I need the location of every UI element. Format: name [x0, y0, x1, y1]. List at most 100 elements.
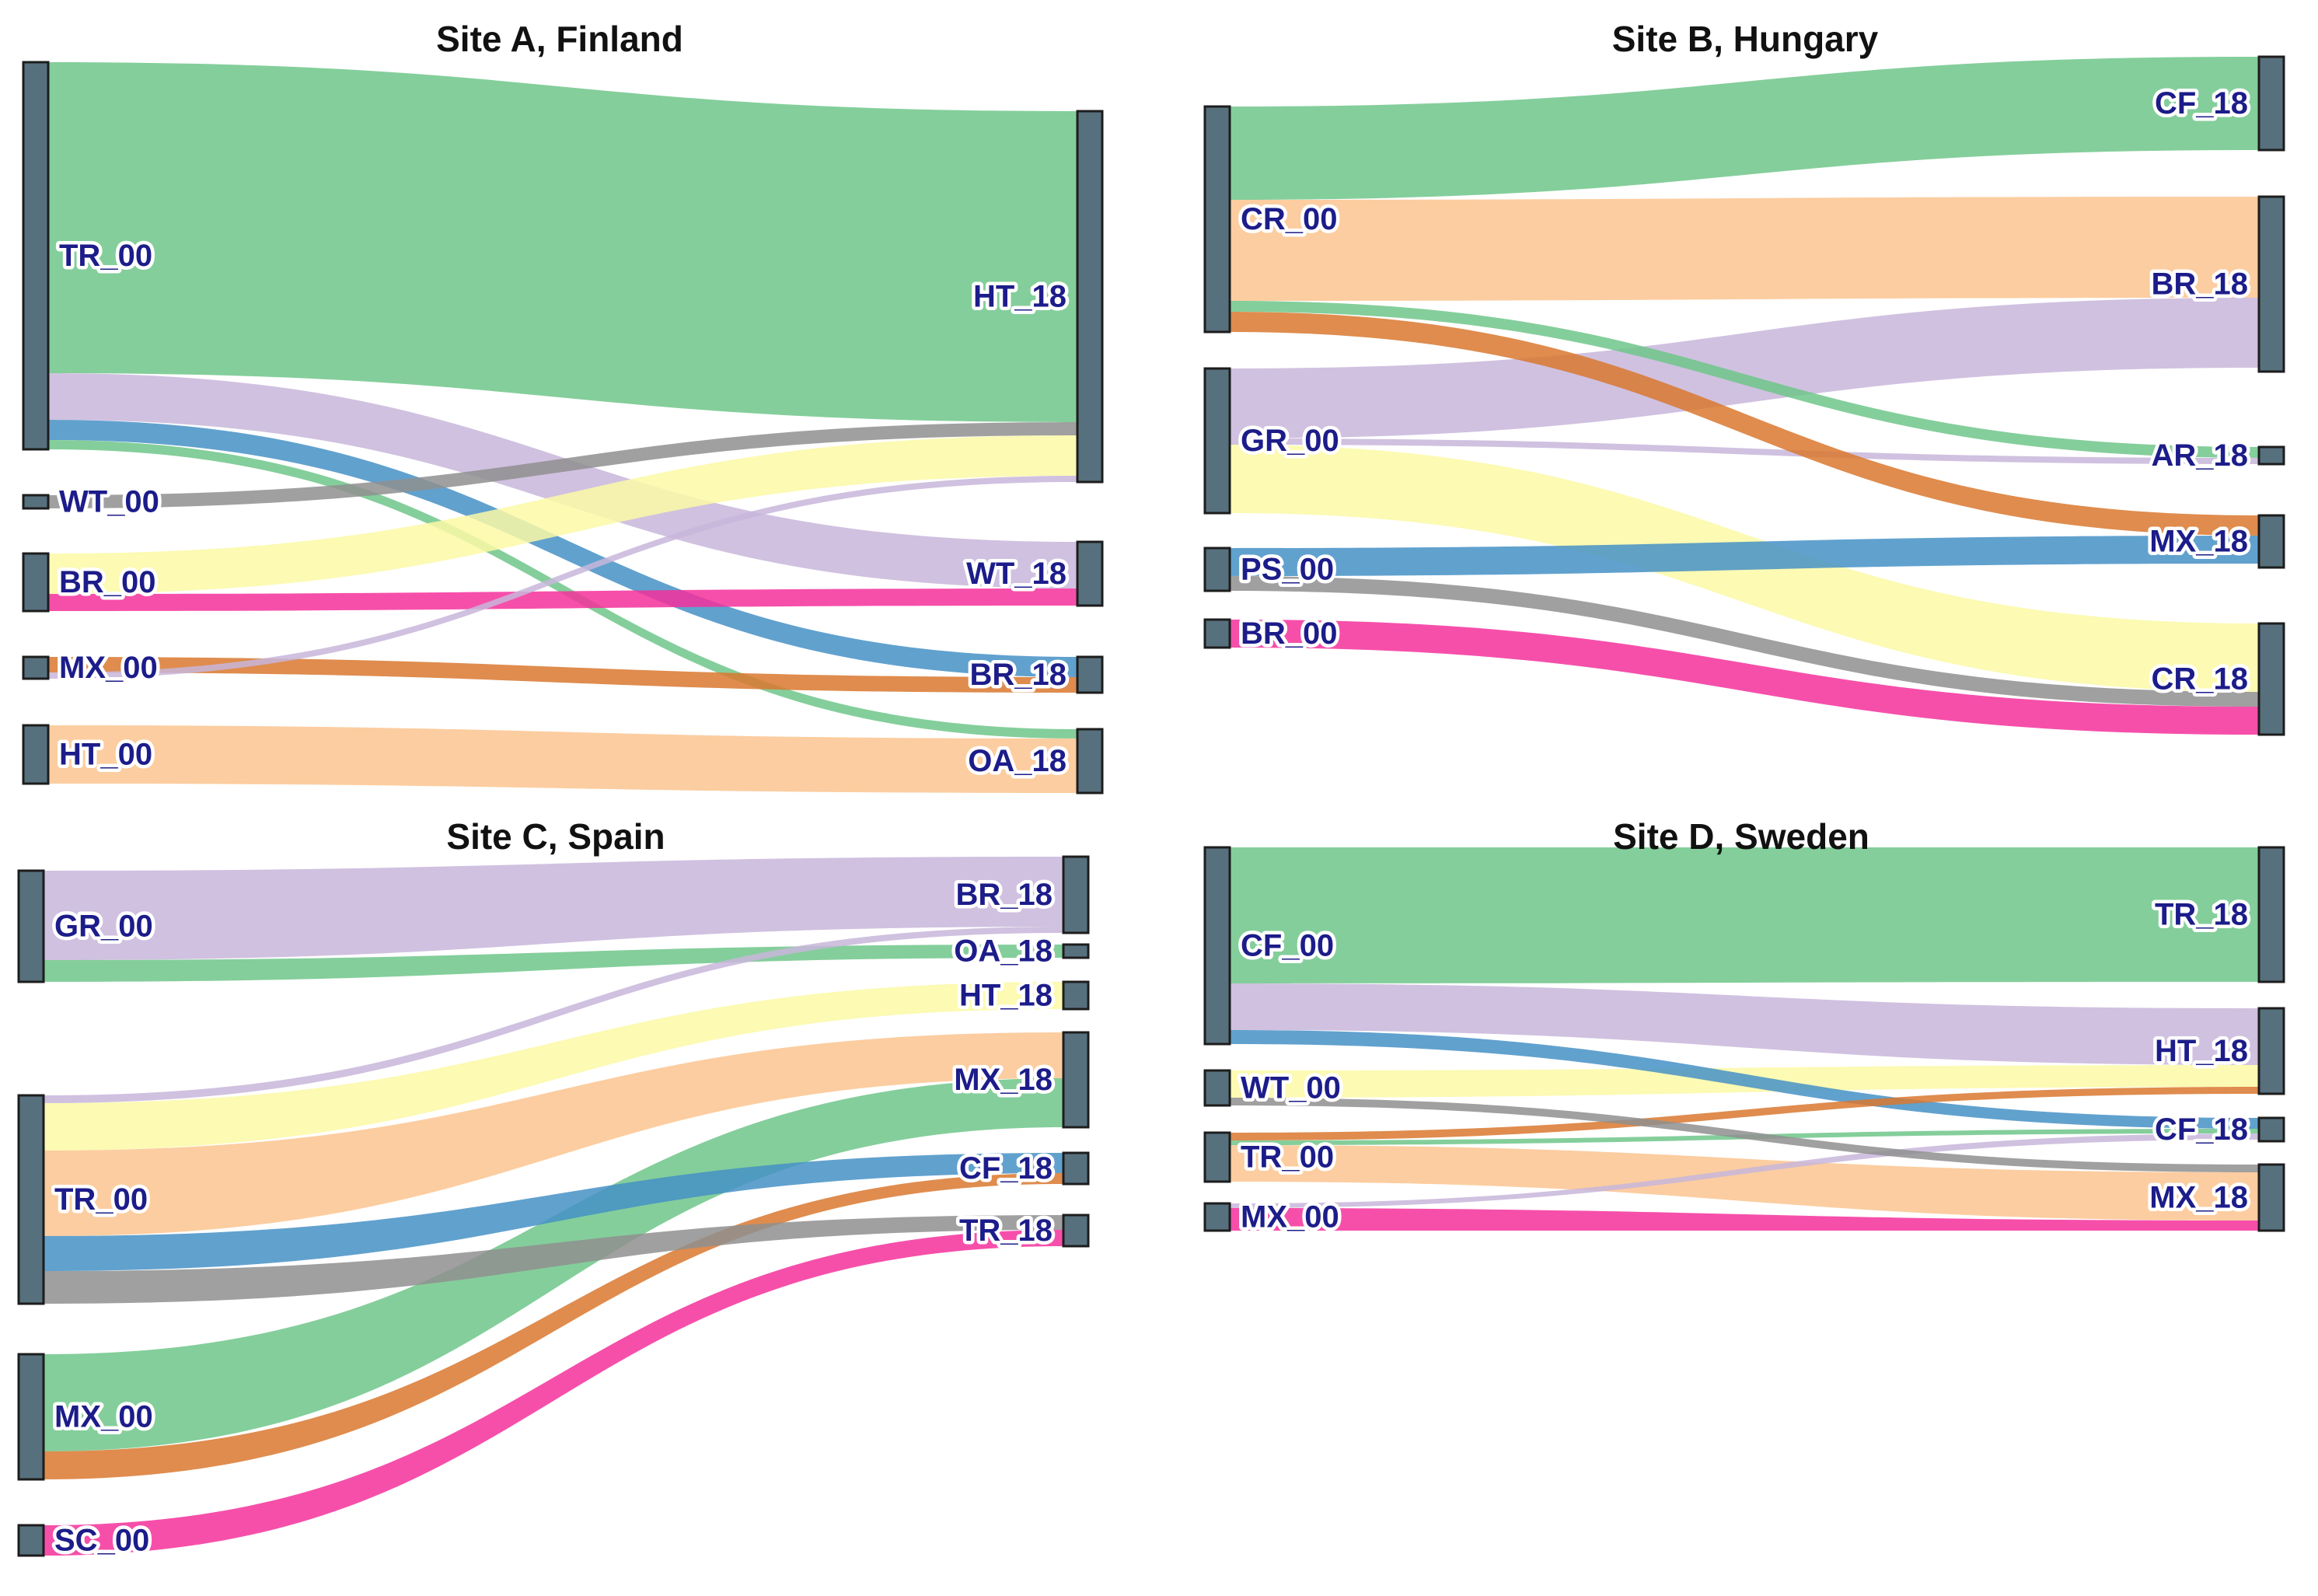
node-bar-SC_00 [17, 1524, 45, 1557]
node-bar-CF_00 [1203, 846, 1231, 1046]
node-label-CF_00: CF_00 [1241, 929, 1334, 963]
flow-ribbon-TR_00-to-MX_18 [44, 1032, 1063, 1236]
node-label-CF_18: CF_18 [959, 1151, 1053, 1186]
node-label-HT_18: HT_18 [2155, 1034, 2248, 1068]
flow-ribbon-CF_00-to-CF_18 [1230, 1030, 2259, 1129]
flow-ribbon-PS_00-to-CR_18 [1230, 576, 2259, 707]
node-label-CR_18: CR_18 [2151, 662, 2248, 697]
node-label-WT_18: WT_18 [966, 557, 1066, 591]
node-label-CR_00: CR_00 [1241, 202, 1338, 236]
panel-title-site-b: Site B, Hungary [1612, 19, 1879, 59]
node-bar-CF_18 [2257, 1116, 2285, 1143]
node-bar-GR_00 [1203, 367, 1231, 515]
flow-ribbon-TR_00-to-HT_18 [48, 62, 1077, 422]
node-bar-AR_18 [2257, 445, 2285, 466]
flow-ribbon-HT_00-to-OA_18 [48, 725, 1077, 793]
panel-site-a: TR_00 WT_00 BR_00 MX_00 HT_00 HT_18 WT_18 BR_18… [22, 19, 1104, 795]
flow-ribbon-TR_00-to-CF_18 [44, 1153, 1063, 1271]
node-bar-MX_18 [1062, 1031, 1090, 1129]
node-bar-CF_18 [1062, 1151, 1090, 1186]
node-label-HT_18: HT_18 [959, 979, 1053, 1013]
node-bar-WT_00 [1203, 1069, 1231, 1107]
node-label-GR_00: GR_00 [1241, 424, 1339, 458]
node-label-BR_18: BR_18 [955, 878, 1053, 912]
node-bar-WT_00 [22, 494, 50, 510]
node-label-MX_00: MX_00 [1241, 1200, 1339, 1235]
node-bar-CR_00 [1203, 105, 1231, 334]
flow-ribbon-WT_00-to-MX_18 [1230, 1098, 2259, 1172]
flow-ribbon-CF_00-to-HT_18 [1230, 983, 2259, 1065]
flow-ribbon-CR_00-to-CF_18 [1230, 57, 2259, 200]
flow-ribbon-CR_00-to-BR_18 [1230, 197, 2259, 301]
flow-ribbon-SC_00-to-TR_18 [44, 1230, 1063, 1556]
flow-ribbon-GR_00-to-BR_18 [1230, 298, 2259, 438]
flow-ribbon-PS_00-to-MX_18 [1230, 536, 2259, 576]
node-bar-PS_00 [1203, 547, 1231, 592]
node-bar-CR_18 [2257, 622, 2285, 736]
node-bar-BR_00 [22, 552, 50, 613]
node-bar-BR_00 [1203, 618, 1231, 649]
node-bar-MX_00 [1203, 1202, 1231, 1232]
flow-ribbon-TR_00-to-OA_18 [48, 440, 1077, 739]
node-label-TR_00: TR_00 [59, 239, 152, 273]
node-label-WT_00: WT_00 [59, 485, 159, 519]
node-label-GR_00: GR_00 [54, 910, 153, 944]
node-label-OA_18: OA_18 [954, 934, 1053, 969]
panel-title-site-c: Site C, Spain [446, 816, 665, 857]
flow-ribbon-CF_00-to-TR_18 [1230, 847, 2259, 983]
node-label-CF_18: CF_18 [2155, 86, 2248, 120]
node-bar-GR_00 [17, 869, 45, 983]
node-label-OA_18: OA_18 [968, 744, 1066, 778]
flow-ribbon-CR_00-to-MX_18 [1230, 312, 2259, 536]
node-bar-TR_00 [17, 1094, 45, 1305]
flow-ribbon-MX_00-to-BR_18 [48, 657, 1077, 693]
flow-ribbon-TR_00-to-HT_18 [44, 982, 1063, 1151]
node-bar-TR_18 [1062, 1214, 1090, 1248]
node-label-HT_00: HT_00 [59, 738, 152, 772]
node-label-MX_00: MX_00 [54, 1400, 153, 1434]
node-label-TR_00: TR_00 [1241, 1140, 1334, 1175]
node-label-MX_18: MX_18 [2149, 1181, 2248, 1215]
node-label-AR_18: AR_18 [2151, 438, 2248, 473]
node-bar-MX_00 [22, 655, 50, 680]
node-label-MX_18: MX_18 [2149, 525, 2248, 559]
flow-ribbon-GR_00-to-AR_18 [1230, 438, 2259, 464]
node-label-TR_00: TR_00 [54, 1182, 148, 1217]
flow-ribbon-GR_00-to-OA_18 [44, 945, 1063, 982]
node-bar-TR_18 [2257, 846, 2285, 983]
node-label-WT_00: WT_00 [1241, 1071, 1341, 1105]
panel-site-c: GR_00 TR_00 MX_00 SC_00 BR_18 OA_18 HT_18 MX_18… [17, 816, 1090, 1561]
node-bar-OA_18 [1076, 728, 1104, 795]
node-label-TR_18: TR_18 [959, 1214, 1053, 1248]
node-bar-CF_18 [2257, 55, 2285, 152]
flow-ribbon-GR_00-to-BR_18 [44, 857, 1063, 960]
node-bar-HT_00 [22, 724, 50, 785]
panel-title-site-d: Site D, Sweden [1613, 816, 1869, 857]
flow-ribbon-TR_00-to-TR_18 [44, 1215, 1063, 1304]
node-label-BR_18: BR_18 [969, 658, 1066, 692]
panel-title-site-a: Site A, Finland [436, 19, 683, 59]
node-label-HT_18: HT_18 [973, 280, 1066, 314]
flow-ribbon-MX_00-to-HT_18 [48, 476, 1077, 679]
flow-ribbon-CR_00-to-AR_18 [1230, 301, 2259, 458]
node-label-BR_00: BR_00 [1241, 616, 1338, 651]
flow-ribbon-TR_00-to-WT_18 [48, 373, 1077, 588]
node-bar-BR_18 [1076, 655, 1104, 694]
node-label-BR_18: BR_18 [2151, 267, 2248, 302]
node-bar-MX_18 [2257, 1163, 2285, 1232]
node-bar-BR_18 [1062, 855, 1090, 934]
flow-ribbon-BR_00-to-WT_18 [48, 588, 1077, 611]
flow-ribbon-TR_00-to-BR_18 [44, 927, 1063, 1103]
node-bar-HT_18 [1062, 980, 1090, 1011]
flow-ribbon-MX_00-to-CF_18 [1230, 1133, 2259, 1208]
flow-ribbon-BR_00-to-HT_18 [48, 435, 1077, 594]
panel-site-d: CF_00 WT_00 TR_00 MX_00 TR_18 HT_18 CF_18 MX_18… [1203, 816, 2285, 1238]
node-bar-HT_18 [2257, 1007, 2285, 1095]
node-label-MX_00: MX_00 [59, 651, 158, 685]
node-bar-TR_00 [22, 61, 50, 451]
flow-ribbon-TR_00-to-BR_18 [48, 420, 1077, 677]
node-bar-MX_00 [17, 1353, 45, 1481]
node-label-PS_00: PS_00 [1241, 553, 1334, 587]
